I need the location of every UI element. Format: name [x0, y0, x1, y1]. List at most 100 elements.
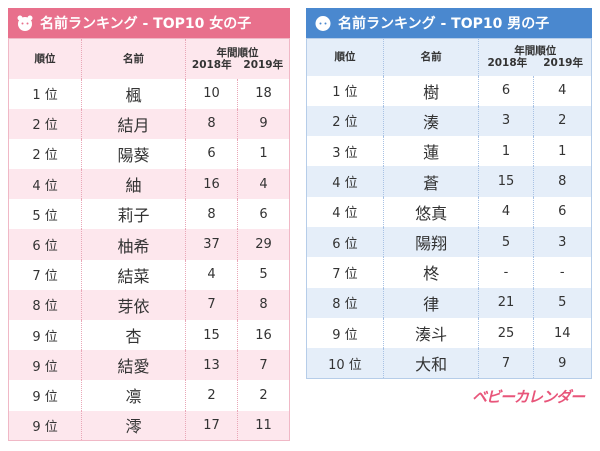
table-cell: 4 [533, 75, 593, 106]
table-cell: 芽依 [81, 289, 187, 320]
table-cell: 8 位 [8, 289, 83, 320]
table-cell: 8 [185, 108, 238, 139]
table-cell: 16 [185, 169, 238, 200]
year-label: 2019年 [543, 57, 583, 70]
table-row: 7 位柊-- [306, 257, 593, 288]
table-cell: - [533, 257, 593, 288]
table-cell: 1 [478, 136, 534, 167]
table-cell: 悠真 [383, 196, 480, 227]
table-cell: 湊斗 [383, 317, 480, 349]
table-cell: 楓 [81, 78, 187, 109]
panel-header: 名前ランキング - TOP10 男の子 [306, 8, 592, 38]
table-row: 8 位芽依 7 8 [8, 289, 290, 320]
table-cell: 10 位 [306, 348, 384, 379]
table-cell: 37 [185, 229, 238, 260]
table-cell: 蒼 [383, 166, 480, 197]
table-cell: 3 [533, 226, 593, 258]
table-cell: 4 位 [306, 166, 384, 197]
table-cell: 9 位 [8, 320, 83, 351]
table-cell: 陽葵 [81, 138, 187, 170]
table-cell: 9 位 [306, 317, 384, 349]
column-header: 名前 [383, 38, 480, 76]
column-header-row: 順位 名前 年間順位 2018年 2019年 [306, 38, 592, 76]
table-row: 9 位杏 15 16 [8, 320, 290, 351]
table-cell: 15 [478, 166, 534, 197]
ranking-table: 順位 名前 年間順位 2018年 2019年 1 位楓 10 18 2 位結月 8 9 2 位陽葵 6 1… [8, 38, 290, 442]
table-row: 4 位紬 16 4 [8, 169, 290, 200]
table-cell: 16 [237, 320, 290, 351]
column-header: 年間順位 2018年 2019年 [185, 38, 290, 79]
table-cell: 13 [185, 350, 238, 381]
boys-panel: 名前ランキング - TOP10 男の子 順位 名前 年間順位 2018年 2019年 1 … [306, 8, 593, 379]
table-cell: 凛 [81, 380, 187, 411]
table-cell: 4 位 [8, 169, 83, 200]
table-row: 8 位律 21 5 [306, 287, 593, 318]
table-row: 2 位陽葵 6 1 [8, 138, 290, 170]
column-header: 年間順位 2018年 2019年 [478, 38, 592, 76]
table-cell: 陽翔 [383, 226, 480, 258]
icon [315, 16, 331, 31]
column-group-label: 年間順位 [514, 45, 557, 58]
table-cell: 杏 [81, 320, 187, 351]
table-cell: 5 [237, 259, 290, 290]
table-cell: 5 [478, 226, 534, 258]
column-header: 名前 [81, 38, 187, 79]
table-cell: 8 [237, 289, 290, 320]
year-label: 2019年 [243, 58, 284, 71]
table-cell: 3 [478, 105, 534, 137]
table-cell: 18 [237, 78, 290, 109]
table-cell: 6 [533, 196, 593, 227]
table-row: 1 位楓 10 18 [8, 78, 290, 109]
table-cell: 4 位 [306, 196, 384, 227]
table-cell: 結菜 [81, 259, 187, 290]
table-cell: 2 位 [306, 105, 384, 137]
table-cell: 4 [478, 196, 534, 227]
table-cell: 7 位 [8, 259, 83, 290]
table-cell: 莉子 [81, 199, 187, 230]
table-cell: 9 位 [8, 410, 83, 441]
table-row: 4 位蒼 15 8 [306, 166, 593, 197]
table-cell: 6 位 [8, 229, 83, 260]
table-cell: 9 [237, 108, 290, 139]
table-cell: 紬 [81, 169, 187, 200]
table-cell: 9 [533, 348, 593, 379]
table-cell: 2 [185, 380, 238, 411]
icon [17, 15, 33, 31]
table-row: 6 位柚希 37 29 [8, 229, 290, 260]
table-row: 10 位大和 7 9 [306, 348, 593, 379]
table-cell: 6 [478, 75, 534, 106]
year-label: 2018年 [191, 58, 232, 71]
table-cell: 柊 [383, 257, 480, 288]
panel-title: 名前ランキング - TOP10 女の子 [40, 16, 252, 32]
table-cell: 澪 [81, 410, 187, 441]
column-header: 順位 [8, 38, 83, 79]
column-group-label: 年間順位 [216, 46, 259, 59]
table-cell: 8 位 [306, 287, 384, 318]
table-cell: 4 [237, 169, 290, 200]
table-cell: 2 [533, 105, 593, 137]
table-row: 9 位結愛 13 7 [8, 350, 290, 381]
year-labels: 2018年 2019年 [479, 57, 591, 69]
table-row: 9 位湊斗 25 14 [306, 317, 593, 349]
table-cell: 8 [185, 199, 238, 230]
table-cell: 5 [533, 287, 593, 318]
table-cell: 7 [237, 350, 290, 381]
table-cell: 6 [185, 138, 238, 170]
table-cell: 1 位 [306, 75, 384, 106]
table-row: 5 位莉子 8 6 [8, 199, 290, 230]
year-labels: 2018年 2019年 [186, 59, 289, 71]
table-cell: 律 [383, 287, 480, 318]
table-row: 2 位結月 8 9 [8, 108, 290, 139]
table-cell: 25 [478, 317, 534, 349]
table-row: 7 位結菜 4 5 [8, 259, 290, 290]
table-cell: 7 [478, 348, 534, 379]
table-cell: 2 位 [8, 108, 83, 139]
table-cell: 6 [237, 199, 290, 230]
table-cell: 9 位 [8, 350, 83, 381]
